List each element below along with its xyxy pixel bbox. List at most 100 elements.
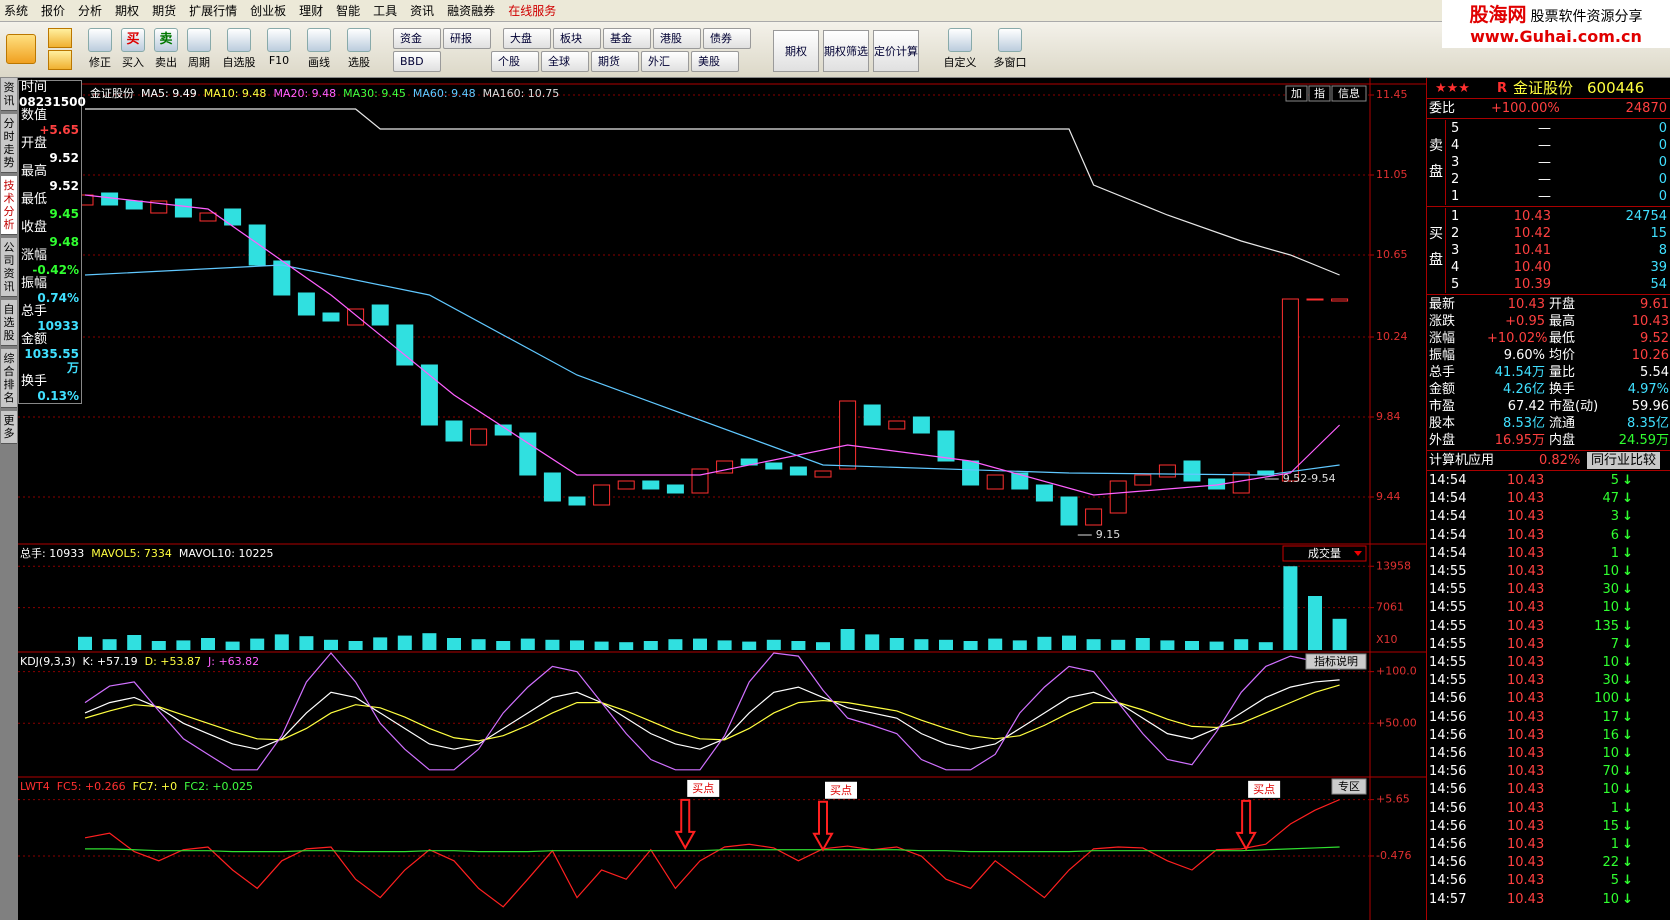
toolbar-dropdown[interactable]: 外汇 (641, 51, 689, 72)
volume-bar (570, 640, 584, 650)
pane-button[interactable]: 成交量 (1282, 545, 1367, 562)
toolbar-dropdown[interactable]: 大盘 (503, 28, 551, 49)
toolbar-dropdown[interactable]: 期货 (591, 51, 639, 72)
annotation-box (687, 779, 720, 797)
volume-bar (471, 639, 486, 650)
toolbar-button[interactable]: 自选股 (219, 28, 259, 70)
toolbar-button[interactable]: 选股 (339, 28, 379, 70)
toolbar-dropdown[interactable]: 研报 (443, 28, 491, 49)
info-label: 振幅 (21, 276, 48, 291)
toolbar-dropdown[interactable]: 个股 (491, 51, 539, 72)
stat-value: 8.53亿 (1503, 416, 1545, 431)
pane-button-label: 指标说明 (1314, 654, 1358, 668)
menu-item[interactable]: 智能 (336, 4, 361, 18)
menu-item[interactable]: 期权 (115, 4, 140, 18)
pane-button[interactable]: 专区 (1331, 778, 1367, 795)
toolbar-button[interactable]: 期权 (773, 30, 819, 72)
price: — (1538, 138, 1551, 153)
toolbar-button[interactable]: 周期 (179, 28, 219, 70)
menu-item[interactable]: 资讯 (410, 4, 435, 18)
trade-row: 14:54 10.43 3 ↓ (1427, 508, 1670, 525)
side-tab[interactable]: 资讯 (1, 78, 17, 111)
toolbar-button[interactable]: 卖卖出 (146, 28, 186, 70)
menu-item[interactable]: 理财 (299, 4, 324, 18)
pane-button[interactable]: 加 (1285, 85, 1308, 102)
toolbar-label: 画线 (308, 56, 330, 69)
toolbar-label: 选股 (348, 56, 370, 69)
toolbar-button[interactable]: 买买入 (113, 28, 153, 70)
toolbar-icon (307, 28, 331, 52)
menu-item[interactable]: 融资融券 (447, 4, 496, 18)
candle (937, 430, 955, 462)
pane-button[interactable]: 信息 (1331, 85, 1367, 102)
y-tick-label: 9.84 (1376, 410, 1401, 423)
toolbar-button[interactable]: 期权筛选 (823, 30, 869, 72)
trade-time: 14:56 (1429, 800, 1467, 816)
trade-arrow: ↓ (1622, 764, 1633, 780)
menu-bar: 系统 报价 分析 期权 期货 扩展行情 创业板 理财 智能 工具 资讯 融资融券 在线服务 (0, 0, 1670, 22)
info-value: 9.52 (49, 151, 79, 165)
volume-bar (1258, 642, 1273, 650)
trade-row: 14:54 10.43 47 ↓ (1427, 490, 1670, 507)
side-tab[interactable]: 更多 (1, 411, 17, 444)
toolbar-button[interactable]: 多窗口 (987, 28, 1033, 70)
pane-button[interactable]: 指标说明 (1305, 653, 1367, 670)
trade-row: 14:56 10.43 1 ↓ (1427, 800, 1670, 817)
y-tick-label: 11.05 (1376, 168, 1408, 181)
trade-arrow: ↓ (1622, 818, 1633, 834)
toolbar-button[interactable]: 修正 (80, 28, 120, 70)
menu-item[interactable]: 在线服务 (508, 4, 557, 18)
trade-row: 14:57 10.43 10 ↓ (1427, 891, 1670, 908)
toolbar-dropdown[interactable]: 资金 (393, 28, 441, 49)
candle (519, 432, 537, 476)
volume-bar (348, 641, 363, 650)
trade-volume: 10 (1602, 891, 1619, 907)
toolbar-button[interactable]: 自定义 (937, 28, 983, 70)
pane-header: MA10: 9.48 (204, 87, 267, 100)
order-row: 1 — 0 (1427, 188, 1670, 205)
toolbar-dropdown[interactable]: 全球 (541, 51, 589, 72)
trade-price: 10.43 (1507, 764, 1545, 780)
toolbar-dropdown[interactable]: 美股 (691, 51, 739, 72)
info-value: 10933 (37, 319, 79, 333)
candle (1306, 298, 1324, 301)
menu-item[interactable]: 扩展行情 (189, 4, 238, 18)
industry-button[interactable]: 同行业比较 (1587, 452, 1661, 469)
pane-button[interactable]: 指 (1308, 85, 1331, 102)
nav-button[interactable] (48, 50, 72, 70)
side-tab[interactable]: 自选股 (1, 300, 17, 346)
candle (962, 460, 980, 486)
nav-button[interactable] (6, 34, 36, 64)
price: — (1538, 121, 1551, 136)
toolbar-dropdown[interactable]: 港股 (653, 28, 701, 49)
side-tab[interactable]: 分时走势 (1, 114, 17, 173)
toolbar-dropdown[interactable]: 基金 (603, 28, 651, 49)
trade-price: 10.43 (1507, 545, 1545, 561)
menu-item[interactable]: 系统 (4, 4, 29, 18)
nav-button[interactable] (48, 28, 72, 48)
trade-price: 10.43 (1507, 818, 1545, 834)
toolbar-dropdown[interactable]: 板块 (553, 28, 601, 49)
toolbar-button[interactable]: 定价计算 (873, 30, 919, 72)
toolbar-button[interactable]: F10 (259, 28, 299, 67)
menu-item[interactable]: 分析 (78, 4, 103, 18)
toolbar-label: 自选股 (222, 56, 256, 69)
side-label-char: 买 (1429, 226, 1443, 242)
trade-volume: 16 (1602, 727, 1619, 743)
menu-item[interactable]: 工具 (373, 4, 398, 18)
trade-volume: 10 (1602, 600, 1619, 616)
menu-item[interactable]: 创业板 (250, 4, 287, 18)
side-tab[interactable]: 公司资讯 (1, 238, 17, 297)
candle (888, 420, 906, 430)
side-tab[interactable]: 综合排名 (1, 349, 17, 408)
toolbar-dropdown[interactable]: BBD (393, 51, 441, 72)
menu-item[interactable]: 报价 (41, 4, 66, 18)
menu-item[interactable]: 期货 (152, 4, 177, 18)
side-tab[interactable]: 技术分析 (1, 176, 17, 235)
toolbar-dropdown[interactable]: 债券 (703, 28, 751, 49)
order-row: 1 10.43 24754 (1427, 208, 1670, 225)
stat-value: 67.42 (1507, 399, 1545, 414)
trade-arrow: ↓ (1622, 545, 1633, 561)
volume-bar (176, 640, 191, 650)
toolbar-button[interactable]: 画线 (299, 28, 339, 70)
